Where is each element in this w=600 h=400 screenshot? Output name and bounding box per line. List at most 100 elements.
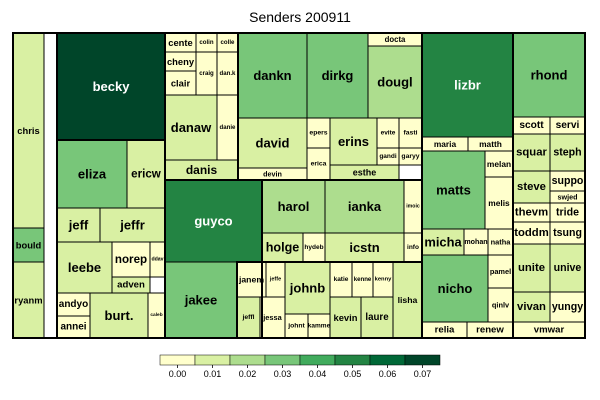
treemap-label-annei: annei (60, 322, 86, 333)
treemap-label-ianka: ianka (348, 199, 382, 214)
treemap-label-adven: adven (117, 280, 145, 291)
treemap-label-janem: janem (238, 275, 264, 285)
treemap-label-caleb: caleb (150, 312, 162, 318)
treemap-label-colin: colin (199, 39, 213, 46)
treemap-cell-norep (111, 241, 151, 278)
treemap-cell-chris (12, 32, 45, 229)
treemap-label-unite: unite (518, 262, 545, 274)
treemap-label-erica: erica (311, 161, 327, 168)
treemap-label-docta: docta (385, 35, 406, 44)
treemap-label-evite: evite (381, 130, 396, 137)
legend-swatch (334, 354, 371, 366)
treemap-label-johnt: johnt (287, 323, 305, 330)
treemap-cell-lizbr (421, 32, 514, 138)
treemap-cell-icstn (324, 232, 405, 263)
treemap-label-rhond: rhond (531, 68, 568, 83)
treemap-label-jeff: jeff (68, 218, 89, 233)
treemap-label-yungy: yungy (552, 301, 583, 313)
color-legend: 0.00 0.01 0.02 0.03 0.04 0.05 0.06 0.07 (159, 354, 441, 379)
treemap-label-pamel: pamel (490, 267, 511, 276)
treemap-label-holge: holge (266, 241, 300, 255)
treemap-label-dougl: dougl (377, 75, 412, 90)
treemap-label-melan: melan (487, 159, 511, 169)
legend-swatch (194, 354, 231, 366)
treemap-label-dankn: dankn (253, 68, 291, 83)
treemap-cell-bould (12, 227, 45, 263)
group-border (12, 32, 586, 339)
treemap-label-servi: servi (556, 120, 580, 131)
treemap-cell-burt (89, 292, 149, 339)
treemap-label-maria: maria (434, 139, 457, 149)
treemap-label-kenne: kenne (354, 276, 372, 283)
treemap-label-vmwar: vmwar (534, 325, 565, 336)
treemap-label-mohan: mohan (464, 238, 487, 246)
treemap-cell-pamel (487, 254, 514, 289)
treemap-label-dank: dan.k (220, 70, 237, 77)
legend-tick-label: 0.05 (344, 369, 362, 379)
treemap-label-relia: relia (435, 325, 455, 336)
treemap-label-dirkg: dirkg (322, 68, 354, 83)
treemap-cell-becky (56, 32, 166, 141)
treemap-cell-squar (512, 133, 551, 172)
treemap-label-jessa: jessa (262, 313, 282, 322)
treemap-cell-clair (164, 70, 197, 96)
treemap-label-norep: norep (115, 253, 147, 266)
treemap-cells: chris bould ryanm becky eliza ericw jeff jeffr l… (12, 32, 586, 339)
treemap-label-chris: chris (17, 125, 39, 136)
legend-tick-label: 0.06 (379, 369, 397, 379)
treemap-label-david: david (256, 136, 290, 151)
treemap-label-cente: cente (168, 37, 193, 48)
treemap-label-swjed: swjed (558, 193, 578, 202)
treemap-label-danie: danie (220, 124, 237, 131)
treemap-cell-melis (484, 176, 514, 230)
treemap-label-micha: micha (424, 235, 462, 250)
treemap-label-vivan: vivan (517, 301, 546, 313)
treemap-label-matth: matth (479, 139, 502, 149)
treemap-label-epers: epers (309, 130, 327, 137)
treemap-label-johnb: johnb (289, 281, 325, 296)
legend-swatch (229, 354, 266, 366)
treemap-label-tride: tride (556, 207, 579, 219)
treemap-label-thevm: thevm (515, 207, 548, 219)
treemap-label-clair: clair (171, 78, 191, 89)
treemap-label-natha: natha (491, 238, 512, 247)
treemap-cell-mohan (463, 228, 489, 256)
treemap-label-fasti: fasti (404, 130, 418, 137)
legend-swatch (404, 354, 441, 366)
treemap-label-eliza: eliza (78, 167, 107, 182)
treemap-cell-laure (360, 296, 394, 339)
treemap-label-leebe: leebe (68, 260, 101, 275)
treemap-label-esthe: esthe (353, 168, 377, 178)
treemap-label-colle: colle (221, 39, 235, 46)
treemap-group-borders (12, 32, 586, 339)
treemap-cell-holge (261, 232, 304, 263)
treemap-label-nicho: nicho (438, 281, 473, 296)
treemap-label-hydeb: hydeb (304, 244, 323, 251)
treemap-cell-kevin (329, 296, 362, 339)
legend-swatch (299, 354, 336, 366)
treemap-label-jeffr: jeffr (119, 218, 145, 233)
treemap-label-squar: squar (516, 147, 547, 159)
treemap-label-laure: laure (365, 312, 389, 323)
treemap-label-renew: renew (476, 325, 504, 336)
treemap-label-ddav: ddav (151, 257, 163, 263)
treemap-label-lizbr: lizbr (454, 78, 481, 93)
treemap-cell-dirkg (306, 32, 369, 119)
treemap-cell-danaw (164, 94, 218, 161)
treemap-cell-jeffr (99, 207, 166, 243)
treemap-label-devin: devin (263, 170, 282, 179)
treemap-cell-rhond (512, 32, 586, 118)
legend-tick-label: 0.04 (309, 369, 327, 379)
treemap-label-cheny: cheny (167, 56, 195, 67)
treemap-label-tsung: tsung (553, 227, 582, 239)
treemap-cell-ericw (126, 139, 166, 209)
treemap-label-kenny: kenny (375, 277, 393, 283)
treemap-label-unive: unive (554, 262, 582, 274)
treemap-label-becky: becky (93, 79, 131, 94)
treemap-label-suppo: suppo (552, 175, 584, 187)
treemap-cell-qinlv (487, 287, 514, 323)
treemap-label-garyy: garyy (401, 153, 419, 160)
treemap-label-melis: melis (488, 198, 510, 208)
treemap-label-jeffe: jeffe (269, 277, 281, 283)
